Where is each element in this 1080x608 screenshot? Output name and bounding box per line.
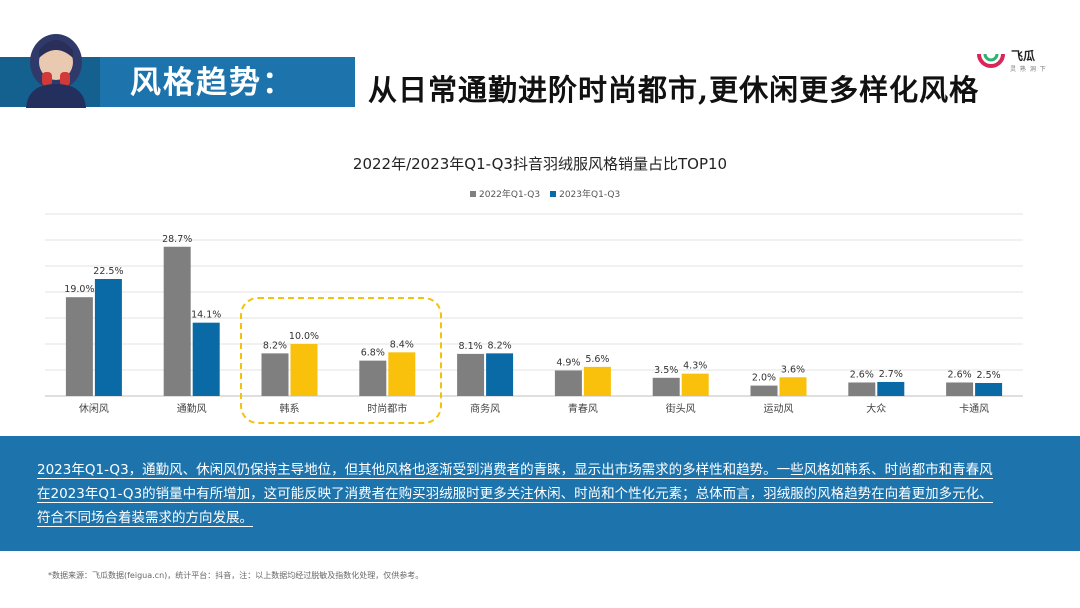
data-label-2022: 8.2% (263, 340, 287, 351)
data-label-2023: 2.7% (879, 369, 903, 380)
bar-2022 (261, 353, 289, 396)
data-label-2022: 2.6% (948, 369, 972, 380)
bar-2023 (94, 279, 122, 396)
data-label-2023: 8.2% (488, 340, 512, 351)
data-label-2022: 28.7% (162, 234, 192, 245)
category-label: 通勤风 (177, 402, 207, 415)
data-label-2022: 6.8% (361, 348, 385, 359)
category-label: 街头风 (666, 402, 696, 415)
highlight-box (240, 297, 442, 424)
bar-2023 (877, 381, 905, 396)
data-label-2023: 10.0% (289, 331, 319, 342)
bar-2022 (163, 246, 191, 396)
summary-line-1: 2023年Q1-Q3，通勤风、休闲风仍保持主导地位，但其他风格也逐渐受到消费者的… (37, 462, 993, 479)
category-label: 时尚都市 (367, 402, 407, 415)
data-label-2022: 3.5% (654, 365, 678, 376)
data-label-2023: 22.5% (93, 266, 123, 277)
chart-title: 2022年/2023年Q1-Q3抖音羽绒服风格销量占比TOP10 (352, 155, 728, 173)
bar-2022 (750, 385, 778, 396)
data-label-2022: 2.0% (752, 373, 776, 384)
summary-text: 2023年Q1-Q3，通勤风、休闲风仍保持主导地位，但其他风格也逐渐受到消费者的… (37, 458, 1047, 530)
category-label: 运动风 (764, 403, 794, 415)
bar-2022 (359, 360, 387, 396)
bar-2022 (554, 370, 582, 396)
slide-headline: 从日常通勤进阶时尚都市,更休闲更多样化风格 (368, 73, 980, 107)
data-source-footnote: *数据来源：飞瓜数据(feigua.cn)，统计平台：抖音，注：以上数据均经过脱… (48, 571, 424, 580)
bar-2022 (457, 353, 485, 396)
data-label-2022: 2.6% (850, 369, 874, 380)
bar-2022 (946, 382, 974, 396)
bar-2023 (779, 377, 807, 396)
category-label: 韩系 (280, 402, 300, 415)
category-label: 休闲风 (79, 402, 109, 415)
category-label: 大众 (866, 402, 886, 415)
feigua-logo (975, 46, 1045, 76)
section-title: 风格趋势： (130, 65, 295, 101)
data-label-2023: 2.5% (977, 370, 1001, 381)
bar-2022 (848, 382, 876, 396)
bar-2023 (290, 344, 318, 396)
person-photo (12, 28, 100, 108)
chart-legend: 2022年Q1-Q3 2023年Q1-Q3 (470, 187, 620, 200)
bar-2023 (975, 383, 1003, 396)
legend-label-2023: 2023年Q1-Q3 (559, 190, 621, 200)
bar-2022 (65, 297, 93, 396)
category-label: 商务风 (470, 402, 500, 415)
summary-line-2: 在2023年Q1-Q3的销量中有所增加，这可能反映了消费者在购买羽绒服时更多关注… (37, 486, 993, 503)
legend-swatch-2023 (550, 190, 557, 197)
data-label-2022: 8.1% (459, 341, 483, 352)
data-label-2023: 4.3% (683, 361, 707, 372)
data-label-2022: 4.9% (556, 358, 580, 369)
data-label-2023: 5.6% (585, 354, 609, 365)
bar-chart: 19.0%22.5%休闲风28.7%14.1%通勤风8.2%10.0%韩系6.8… (45, 213, 1023, 415)
bar-2023 (583, 366, 611, 396)
legend-item-2022: 2022年Q1-Q3 (470, 187, 540, 200)
data-label-2023: 8.4% (390, 339, 414, 350)
logo-name: 飞瓜 (1011, 49, 1036, 63)
legend-swatch-2022 (470, 190, 476, 197)
bar-2022 (652, 377, 680, 396)
bar-2023 (388, 352, 416, 396)
category-label: 卡通风 (959, 402, 989, 415)
legend-label-2022: 2022年Q1-Q3 (479, 190, 541, 200)
bar-2023 (681, 373, 709, 396)
category-label: 青春风 (568, 402, 598, 415)
data-label-2022: 19.0% (64, 284, 94, 295)
legend-item-2023: 2023年Q1-Q3 (550, 187, 620, 200)
summary-line-3: 符合不同场合着装需求的方向发展。 (37, 510, 253, 527)
logo-tagline: 灵 熟 洞 下 (1010, 66, 1047, 73)
bar-2023 (192, 322, 220, 396)
data-label-2023: 3.6% (781, 364, 805, 375)
summary-band (0, 436, 1080, 551)
data-label-2023: 14.1% (191, 310, 221, 321)
bar-2023 (486, 353, 514, 396)
